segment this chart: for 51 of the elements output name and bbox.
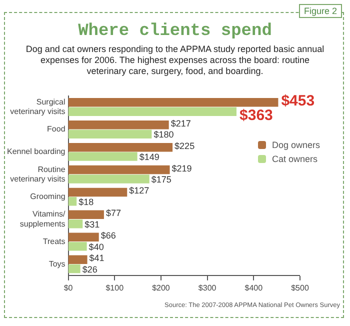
bar xyxy=(68,165,170,174)
bar xyxy=(68,174,150,184)
bar xyxy=(68,264,80,274)
bar xyxy=(68,242,87,251)
caption: Figure 2 xyxy=(298,4,342,18)
x-tick-label: $400 xyxy=(244,283,264,292)
bar xyxy=(68,130,152,138)
bar xyxy=(68,188,128,197)
chart-title: Where clients spend xyxy=(77,22,273,41)
data-label: $66 xyxy=(100,230,116,241)
y-tick-label: Food xyxy=(47,124,66,134)
x-tick-label: $200 xyxy=(152,283,170,292)
data-label: $127 xyxy=(129,186,150,196)
y-tick-label: Vitamins/ supplements xyxy=(20,210,66,228)
data-label: $225 xyxy=(174,140,195,151)
x-tick-label: $100 xyxy=(106,283,124,292)
chart-subtitle: Dog and cat owners responding to the APPMA study reported basic annual expenses for 2006. The highest expenses across the board: routine veterinary care, surgery, food, and boarding. xyxy=(24,44,326,77)
data-label: $219 xyxy=(172,163,192,174)
bar xyxy=(68,210,104,220)
data-label: $175 xyxy=(151,174,172,184)
data-label: $26 xyxy=(82,264,98,274)
bar xyxy=(68,107,237,116)
y-tick-label: Surgical veterinary visits xyxy=(10,97,66,116)
data-label: $453 xyxy=(281,92,315,110)
data-label: $217 xyxy=(170,118,191,128)
bar xyxy=(68,98,278,107)
data-label: $149 xyxy=(139,152,160,162)
y-tick-label: Treats xyxy=(42,236,66,246)
data-label: $40 xyxy=(88,242,104,252)
data-label: $31 xyxy=(84,219,100,230)
data-label: $363 xyxy=(240,106,273,124)
y-tick-label: Grooming xyxy=(30,192,66,202)
x-tick-label: $500 xyxy=(291,283,310,292)
data-label: $18 xyxy=(78,196,94,207)
x-tick-label: $0 xyxy=(64,283,74,292)
bar xyxy=(68,220,83,228)
y-tick-label: Routine veterinary visits xyxy=(10,164,66,184)
legend-label: Cat owners xyxy=(272,154,318,164)
data-label: $41 xyxy=(89,253,104,264)
bar xyxy=(68,152,138,161)
bar xyxy=(68,232,99,242)
bar xyxy=(68,197,77,206)
data-label: $180 xyxy=(154,130,174,140)
legend-label: Dog owners xyxy=(272,140,320,150)
y-tick-label: Toys xyxy=(48,259,66,268)
x-tick-label: $300 xyxy=(198,283,217,292)
bar xyxy=(68,120,169,130)
bar xyxy=(68,142,173,152)
y-tick-label: Kennel boarding xyxy=(6,147,66,156)
data-label: $77 xyxy=(106,208,121,218)
bar xyxy=(68,255,88,264)
